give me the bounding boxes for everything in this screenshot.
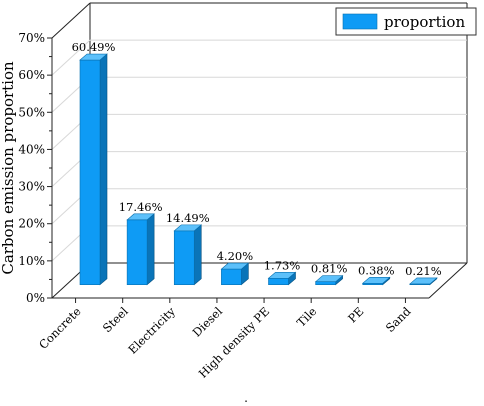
data-label: 0.81% xyxy=(311,262,348,276)
x-tick-label: Concrete xyxy=(36,304,84,352)
data-label: 0.21% xyxy=(405,264,442,278)
bar-top xyxy=(126,213,155,221)
data-label: 0.38% xyxy=(358,263,395,277)
data-label: 14.49% xyxy=(166,211,210,225)
y-tick-label: 30% xyxy=(18,180,45,194)
floor-right-edge xyxy=(428,262,468,299)
bar-top xyxy=(173,224,203,232)
x-tick-label: PE xyxy=(345,304,366,325)
bar-side xyxy=(193,224,202,286)
y-tick-label: 60% xyxy=(18,68,45,82)
gridline-side xyxy=(51,39,91,76)
y-axis-title: Carbon emission proportion xyxy=(0,61,17,275)
x-tick-label: Electricity xyxy=(125,304,178,357)
legend-swatch xyxy=(342,13,378,30)
bar-top xyxy=(314,275,344,282)
y-tick-label: 40% xyxy=(18,142,45,156)
data-label: 1.73% xyxy=(264,258,301,272)
left-wall-top-edge xyxy=(51,2,91,39)
x-tick-label: Sand xyxy=(383,304,414,335)
bar xyxy=(126,219,148,285)
data-label: 60.49% xyxy=(72,40,116,54)
bar-top xyxy=(267,271,297,279)
y-tick-label: 20% xyxy=(18,217,45,231)
x-tick-label: Diesel xyxy=(190,304,226,340)
bar xyxy=(79,59,101,285)
data-label: 4.20% xyxy=(217,249,254,263)
bar xyxy=(315,281,336,286)
y-tick-label: 10% xyxy=(18,254,45,268)
x-tick-label: Steel xyxy=(100,304,131,335)
y-tick-label: 50% xyxy=(18,105,45,119)
bar xyxy=(173,230,195,286)
bar-side xyxy=(99,53,108,286)
y-tick-label: 0% xyxy=(26,291,45,305)
data-label: 17.46% xyxy=(119,200,163,214)
footnote-text: . xyxy=(244,391,248,405)
bar-top xyxy=(79,53,108,61)
bar-top xyxy=(361,276,391,284)
legend-label: proportion xyxy=(384,13,465,31)
bar xyxy=(221,268,242,286)
bar-side xyxy=(146,213,155,286)
y-tick-label: 70% xyxy=(18,31,45,45)
bar-top xyxy=(220,262,250,270)
x-tick-label: Tile xyxy=(294,304,319,329)
bar-top xyxy=(409,277,438,285)
bar xyxy=(268,277,289,286)
